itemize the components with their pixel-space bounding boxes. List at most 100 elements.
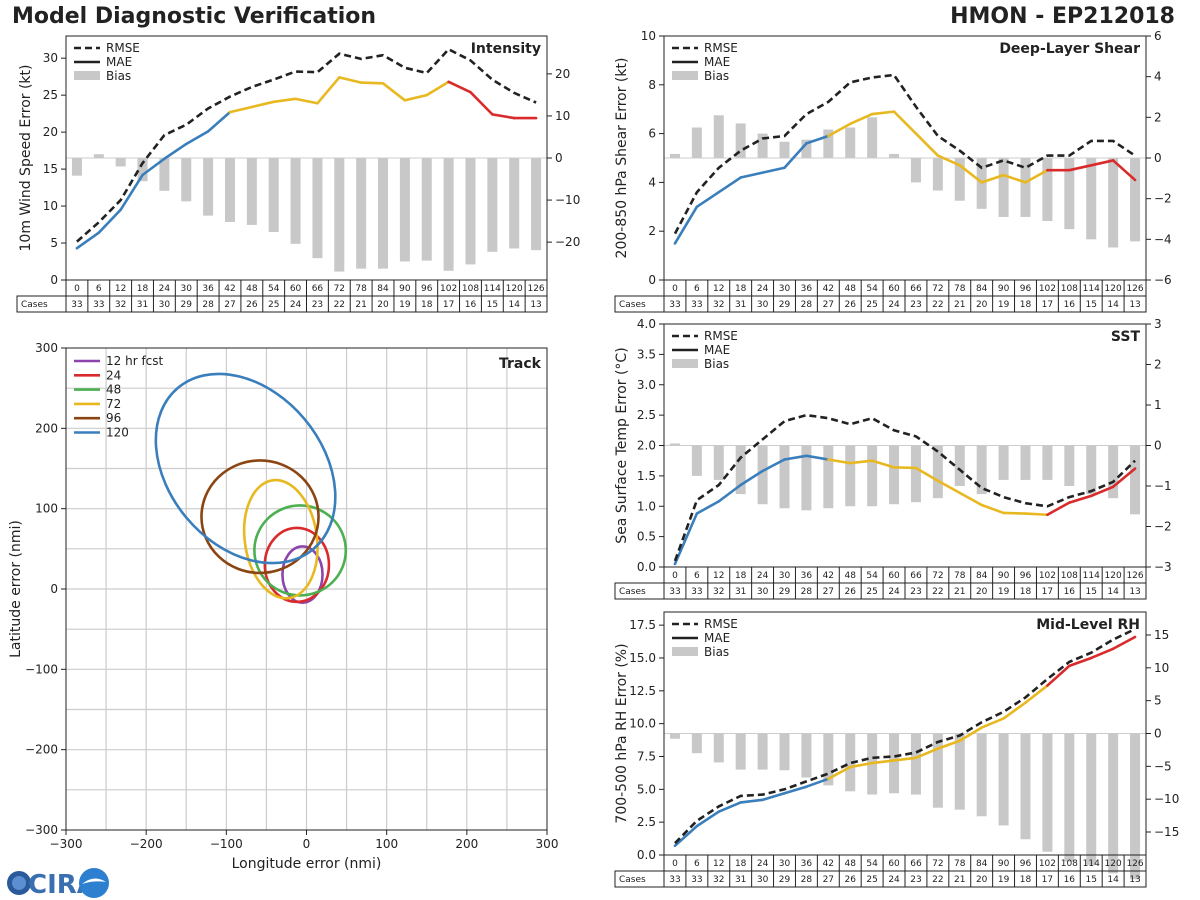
hour-label: 84	[976, 859, 988, 869]
mae-segment	[695, 810, 721, 828]
hour-label: 102	[440, 284, 457, 294]
y-tick-label: 3.0	[637, 378, 656, 392]
hour-label: 120	[1105, 571, 1122, 581]
x-tick-label: 0	[303, 837, 311, 851]
y-tick-label: 25	[43, 88, 58, 102]
bias-bar	[998, 733, 1009, 826]
case-count: 17	[443, 300, 454, 310]
case-count: 20	[976, 300, 988, 310]
mae-segment	[805, 454, 830, 461]
y2-tick-label: −15	[1154, 825, 1179, 839]
y2-tick-label: 2	[1154, 358, 1162, 372]
case-count: 33	[93, 300, 104, 310]
y2-tick-label: 6	[1154, 29, 1162, 43]
bias-bar	[713, 115, 724, 158]
mae-segment	[673, 824, 699, 848]
y-tick-label: 0	[50, 582, 58, 596]
mae-segment	[1002, 701, 1027, 720]
bias-bar	[801, 139, 812, 158]
y-tick-label: 5.0	[637, 782, 656, 796]
y-tick-label: 2.5	[637, 815, 656, 829]
case-count: 22	[932, 300, 943, 310]
legend-bias-swatch	[74, 71, 100, 80]
hour-label: 54	[866, 284, 878, 294]
hour-label: 60	[888, 284, 900, 294]
case-count: 13	[1129, 300, 1140, 310]
hour-label: 42	[224, 284, 235, 294]
rh-panel: 0.0 2.5 5.0 7.5 10.0 12.5 15.0 17.5 −15 −10 −5 0 5 10…	[614, 611, 1179, 888]
panel-title: Track	[499, 356, 542, 372]
case-count: 24	[290, 300, 302, 310]
bias-bar	[378, 158, 389, 269]
hour-label: 30	[779, 571, 791, 581]
hour-label: 78	[954, 859, 966, 869]
hour-label: 0	[74, 284, 80, 294]
case-count: 28	[801, 875, 813, 885]
y-tick-label: 2.5	[637, 408, 656, 422]
bias-bar	[181, 158, 192, 202]
case-count: 26	[845, 300, 857, 310]
x-tick-label: 300	[536, 837, 559, 851]
y-tick-label: 2	[648, 224, 656, 238]
case-count: 26	[845, 587, 857, 597]
hour-label: 114	[1083, 859, 1100, 869]
hour-label: 12	[713, 284, 724, 294]
mae-segment	[892, 756, 918, 762]
y2-tick-label: −4	[1154, 232, 1172, 246]
hour-label: 72	[932, 571, 943, 581]
mae-segment	[695, 190, 721, 209]
mae-segment	[469, 90, 494, 116]
bias-bar	[1020, 733, 1031, 840]
y-tick-label: −200	[25, 743, 58, 757]
y2-tick-label: −10	[555, 193, 580, 207]
y2-tick-label: 0	[555, 151, 563, 165]
mae-segment	[739, 171, 764, 179]
case-count: 19	[399, 300, 411, 310]
hour-label: 24	[757, 571, 769, 581]
case-count: 21	[355, 300, 366, 310]
legend-bias-swatch	[672, 359, 698, 368]
hour-label: 126	[527, 284, 544, 294]
bias-bar	[1042, 158, 1053, 222]
case-count: 14	[1107, 300, 1119, 310]
case-count: 22	[334, 300, 345, 310]
hour-label: 108	[462, 284, 479, 294]
mae-segment	[848, 761, 874, 769]
cira-globe-highlight	[12, 876, 26, 890]
track-ellipse	[242, 478, 319, 600]
hour-label: 18	[735, 571, 747, 581]
case-count: 32	[713, 300, 724, 310]
mae-segment	[184, 130, 210, 146]
x-tick-label: −300	[50, 837, 83, 851]
y2-tick-label: 0	[1154, 727, 1162, 741]
y2-tick-label: −1	[1154, 479, 1172, 493]
y-axis-label: 700-500 hPa RH Error (%)	[614, 643, 630, 823]
mae-segment	[783, 142, 808, 170]
bias-bar	[932, 158, 943, 191]
y-tick-label: 20	[43, 125, 58, 139]
bias-bar	[779, 141, 790, 158]
bias-bar	[1130, 158, 1141, 242]
hour-label: 48	[845, 571, 857, 581]
mae-segment	[1024, 512, 1049, 517]
case-count: 32	[713, 587, 724, 597]
case-count: 25	[866, 300, 877, 310]
mae-segment	[761, 166, 786, 174]
y-tick-label: 3.5	[637, 347, 656, 361]
mae-segment	[761, 458, 786, 473]
mae-segment	[250, 100, 276, 109]
hour-label: 90	[998, 571, 1010, 581]
y-tick-label: 1.0	[637, 499, 656, 513]
case-count: 15	[487, 300, 498, 310]
mae-segment	[1024, 168, 1049, 184]
case-count: 14	[1107, 875, 1119, 885]
mae-segment	[892, 110, 918, 135]
track-panel: −300 −200 −100 0 100 200 300 −300 −200 −100 0 100 20…	[8, 341, 559, 872]
case-count: 33	[669, 300, 680, 310]
case-count: 19	[998, 587, 1010, 597]
bias-bar	[998, 158, 1009, 217]
bias-bar	[889, 445, 900, 505]
hour-label: 30	[779, 284, 791, 294]
panel-title: Intensity	[471, 41, 541, 57]
